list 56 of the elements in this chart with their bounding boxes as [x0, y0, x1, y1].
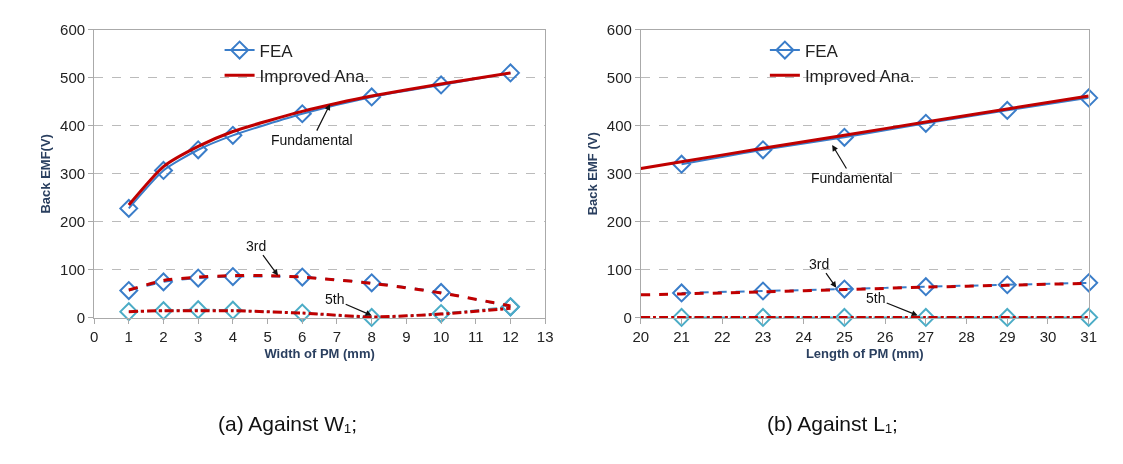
x-tick-label: 1	[124, 327, 133, 345]
y-tick-label: 300	[606, 165, 632, 183]
x-tick-label: 7	[332, 327, 342, 345]
x-tick-label: 13	[536, 327, 554, 345]
annotation: 3rd	[809, 256, 830, 272]
x-tick-label: 5	[263, 327, 272, 345]
text: (b) Against L₁;	[767, 412, 898, 435]
x-tick-label: 2	[159, 327, 168, 345]
y-tick-label: 200	[606, 213, 632, 231]
y-tick-label: 300	[60, 165, 86, 183]
x-tick-label: 29	[998, 327, 1016, 345]
y-tick-label: 200	[60, 213, 86, 231]
x-tick-label: 26	[876, 327, 894, 345]
annotation: Fundamental	[811, 170, 893, 186]
x-axis-title: Width of PM (mm)	[264, 345, 375, 361]
x-tick-label: 27	[917, 327, 935, 345]
x-tick-label: 22	[713, 327, 731, 345]
y-tick-label: 100	[606, 261, 632, 279]
x-tick-label: 6	[298, 327, 307, 345]
x-tick-label: 9	[402, 327, 411, 345]
x-tick-label: 11	[468, 327, 484, 345]
x-tick-label: 20	[632, 327, 650, 345]
x-tick-label: 23	[754, 327, 772, 345]
x-tick-label: 30	[1039, 327, 1057, 345]
y-tick-label: 500	[60, 68, 86, 86]
x-tick-label: 3	[194, 327, 203, 345]
y-axis-title: Back EMF (V)	[584, 132, 600, 216]
x-tick-label: 12	[502, 327, 519, 345]
x-tick-label: 0	[89, 327, 99, 345]
y-tick-label: 100	[60, 261, 86, 279]
x-tick-label: 10	[432, 327, 450, 345]
legend-label: FEA	[804, 41, 839, 61]
legend-label: FEA	[259, 41, 294, 61]
text: (a) Against W₁;	[218, 412, 357, 435]
y-tick-label: 600	[60, 20, 86, 38]
legend-label: Improved Ana.	[259, 66, 370, 86]
y-tick-label: 400	[606, 117, 632, 134]
y-tick-label: 500	[606, 68, 632, 86]
y-axis-title: Back EMF(V)	[38, 134, 54, 214]
x-tick-label: 21	[673, 327, 690, 345]
y-tick-label: 400	[60, 117, 86, 134]
annotation: Fundamental	[271, 132, 353, 148]
annotation: 3rd	[246, 238, 267, 254]
x-tick-label: 25	[836, 327, 853, 345]
x-tick-label: 28	[958, 327, 975, 345]
x-tick-label: 8	[367, 327, 376, 345]
y-tick-label: 0	[76, 309, 86, 327]
x-axis-title: Length of PM (mm)	[805, 345, 924, 361]
annotation: 5th	[866, 290, 886, 306]
y-tick-label: 600	[606, 20, 632, 38]
x-tick-label: 24	[795, 327, 813, 345]
legend-label: Improved Ana.	[804, 66, 915, 86]
x-tick-label: 4	[228, 327, 238, 345]
x-tick-label: 31	[1080, 327, 1098, 345]
y-tick-label: 0	[623, 309, 632, 327]
annotation: 5th	[325, 291, 345, 307]
